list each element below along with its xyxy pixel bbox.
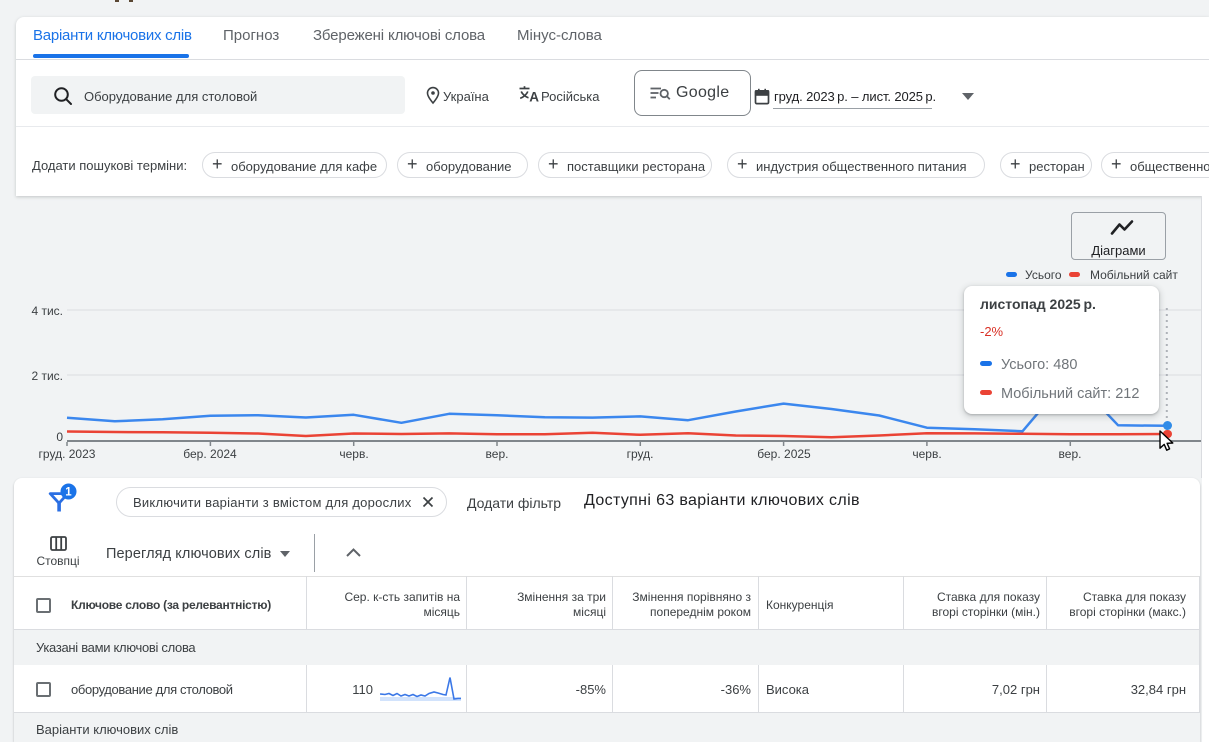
svg-text:1: 1 [65, 487, 72, 499]
svg-text:A: A [529, 90, 539, 105]
